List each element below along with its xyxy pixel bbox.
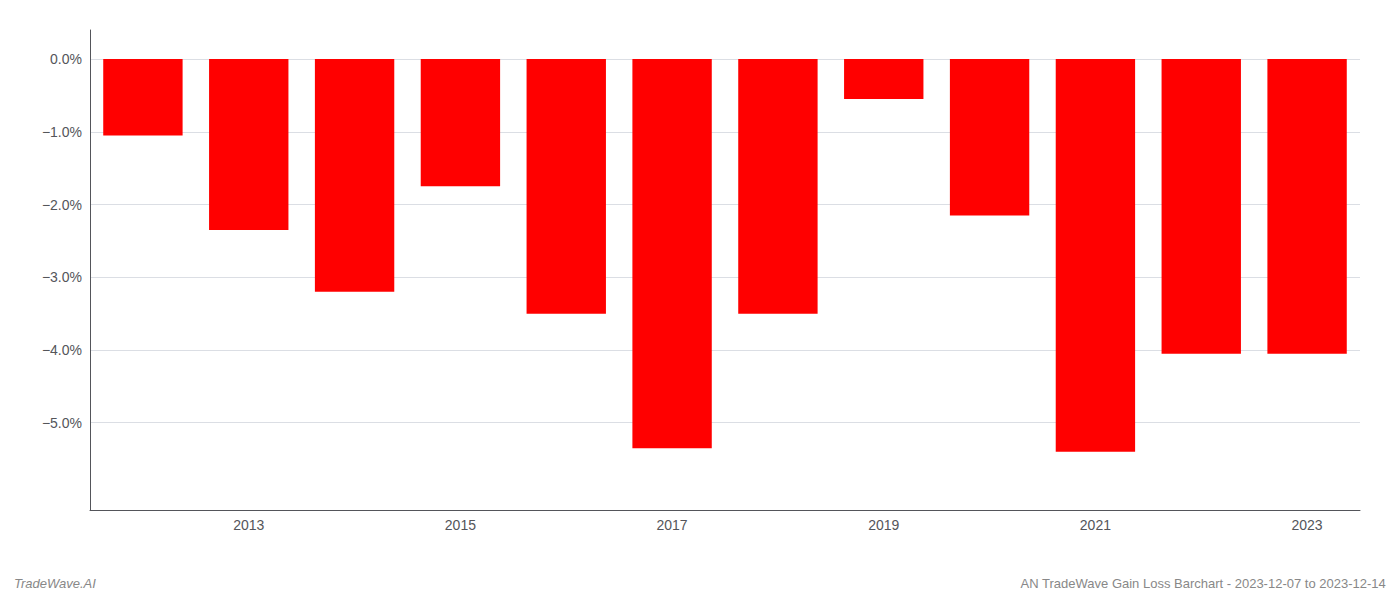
svg-text:−3.0%: −3.0% — [42, 269, 82, 285]
svg-text:2015: 2015 — [445, 517, 476, 533]
svg-text:−1.0%: −1.0% — [42, 124, 82, 140]
svg-text:2013: 2013 — [233, 517, 264, 533]
svg-text:0.0%: 0.0% — [50, 51, 82, 67]
svg-text:2023: 2023 — [1292, 517, 1323, 533]
svg-text:−5.0%: −5.0% — [42, 415, 82, 431]
svg-text:−2.0%: −2.0% — [42, 197, 82, 213]
svg-text:2017: 2017 — [657, 517, 688, 533]
svg-text:AN TradeWave Gain Loss Barchar: AN TradeWave Gain Loss Barchart - 2023-1… — [1021, 576, 1386, 591]
svg-text:2021: 2021 — [1080, 517, 1111, 533]
svg-text:TradeWave.AI: TradeWave.AI — [14, 576, 96, 591]
svg-text:−4.0%: −4.0% — [42, 342, 82, 358]
svg-text:2019: 2019 — [868, 517, 899, 533]
